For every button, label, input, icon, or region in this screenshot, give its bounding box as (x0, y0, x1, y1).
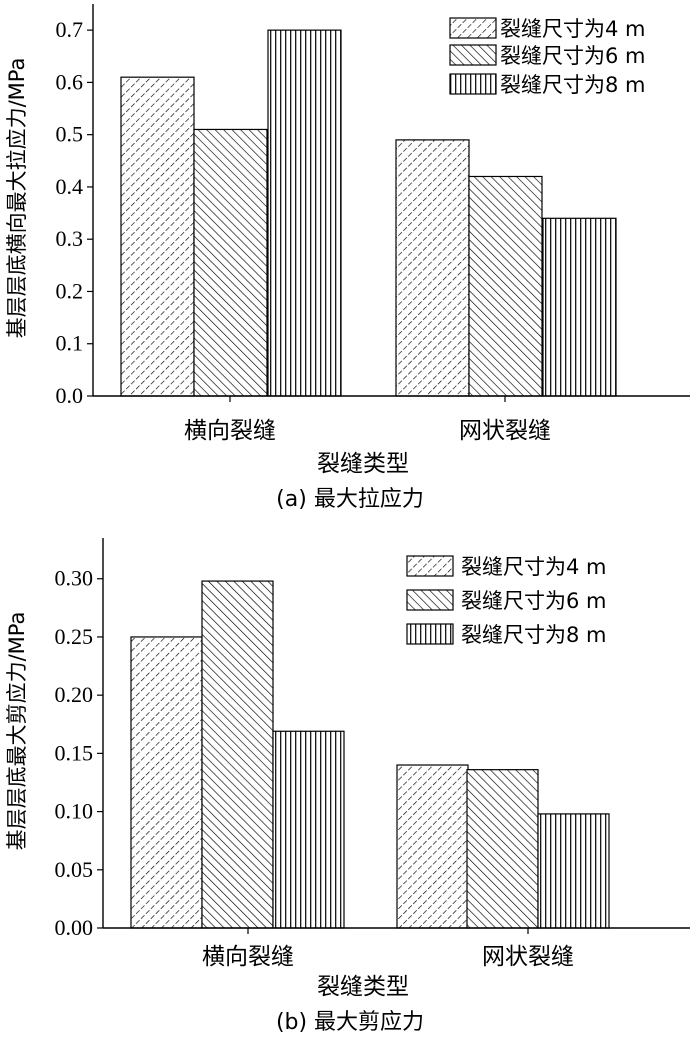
legend-label: 裂缝尺寸为4 m (461, 555, 607, 579)
legend-swatch (406, 623, 454, 645)
x-axis-title: 裂缝类型 (317, 974, 409, 1000)
legend-swatch (449, 73, 497, 95)
bar-series3-transverse (272, 730, 345, 929)
legend-swatch (449, 44, 497, 66)
bar-series2-transverse (201, 580, 274, 929)
x-category-label: 网状裂缝 (459, 418, 551, 444)
y-tick-label: 0.4 (56, 174, 84, 199)
y-tick-label: 0.0 (56, 383, 84, 408)
bar-series2-network (468, 175, 543, 397)
y-tick-label: 0.7 (56, 17, 84, 42)
bar-series2-network (466, 769, 539, 929)
x-category-label: 网状裂缝 (482, 944, 574, 970)
panel-caption: (a) 最大拉应力 (276, 487, 424, 512)
y-tick-label: 0.15 (55, 740, 94, 765)
y-tick-label: 0.5 (56, 122, 84, 147)
panel-max-shear-stress: 0.00 0.05 0.10 0.15 0.20 0.25 0.30 横向裂缝 网状裂缝裂缝类型… (5, 538, 690, 1035)
y-tick-label: 0.30 (55, 566, 94, 591)
bar-series2-transverse (193, 128, 268, 397)
y-tick-label: 0.3 (56, 226, 84, 251)
legend-label: 裂缝尺寸为4 m (500, 17, 646, 41)
panel-caption: (b) 最大剪应力 (276, 1010, 424, 1035)
bar-series1-network (395, 139, 470, 397)
y-axis-title: 基层层底横向最大拉应力/MPa (5, 58, 29, 339)
y-tick-label: 0.2 (56, 278, 84, 303)
x-category-label: 横向裂缝 (184, 418, 276, 444)
y-tick-label: 0.10 (55, 799, 94, 824)
y-axis-title: 基层层底最大剪应力/MPa (5, 612, 29, 851)
y-tick-label: 0.05 (55, 857, 94, 882)
legend-swatch (406, 555, 454, 577)
legend-swatch (406, 589, 454, 611)
y-tick-label: 0.25 (55, 624, 94, 649)
bar-series1-network (396, 764, 469, 929)
bar-series3-network (542, 217, 617, 397)
legend-label: 裂缝尺寸为8 m (461, 623, 607, 647)
bar-series1-transverse (120, 76, 195, 397)
bar-series1-transverse (130, 636, 203, 929)
bar-series3-transverse (267, 29, 342, 397)
y-tick-label: 0.1 (56, 331, 84, 356)
bar-series3-network (537, 813, 610, 929)
y-tick-label: 0.6 (56, 69, 84, 94)
legend-swatch (449, 17, 497, 39)
x-category-label: 横向裂缝 (202, 944, 294, 970)
legend-label: 裂缝尺寸为6 m (461, 589, 607, 613)
x-axis-title: 裂缝类型 (317, 451, 409, 477)
legend-label: 裂缝尺寸为6 m (500, 44, 646, 68)
legend-label: 裂缝尺寸为8 m (500, 73, 646, 97)
y-tick-label: 0.00 (55, 915, 94, 940)
y-tick-label: 0.20 (55, 682, 94, 707)
